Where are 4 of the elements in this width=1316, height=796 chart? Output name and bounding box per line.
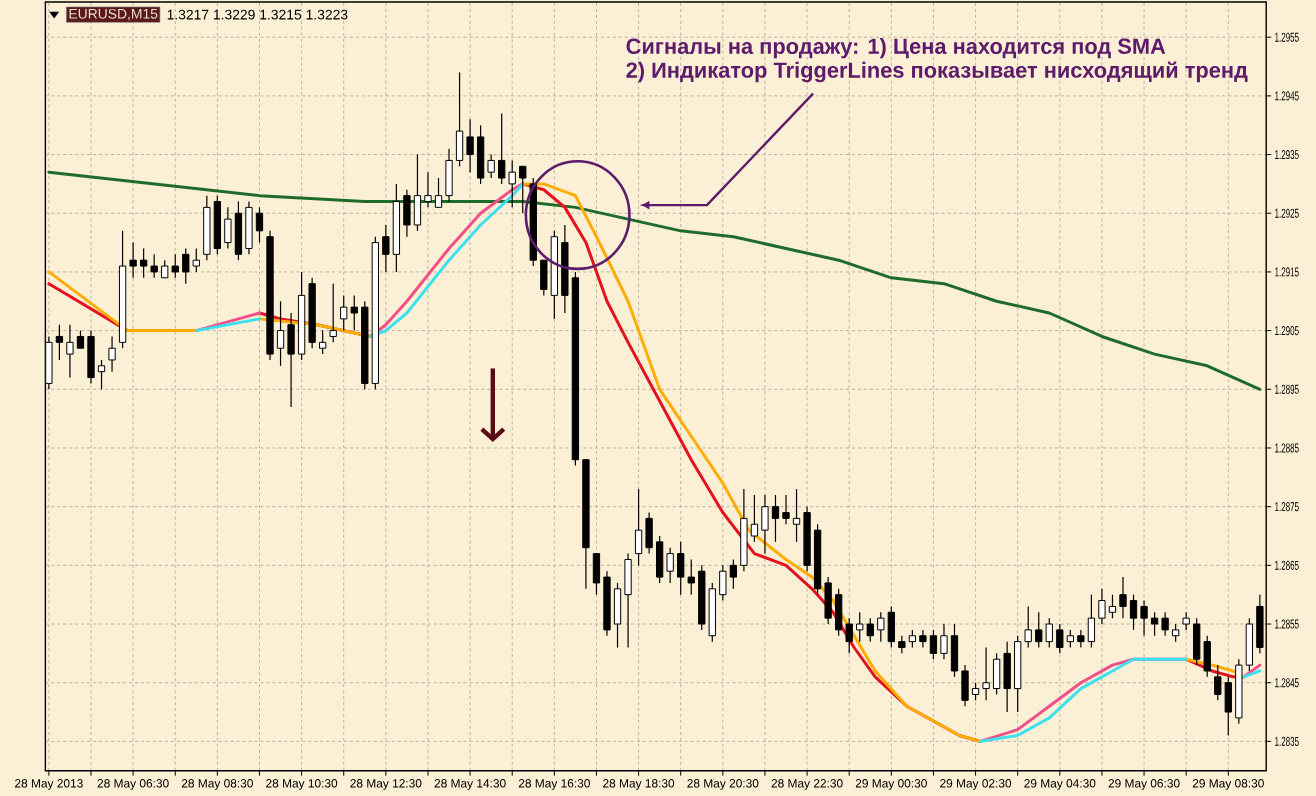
annotation: Сигналы на продажу: 1) Цена находится под SMA [626,37,1166,58]
annotation: 2) Индикатор TriggerLines показывает нисходящий тренд [626,61,1248,82]
candlestick [329,282,337,343]
candlestick [108,335,116,372]
